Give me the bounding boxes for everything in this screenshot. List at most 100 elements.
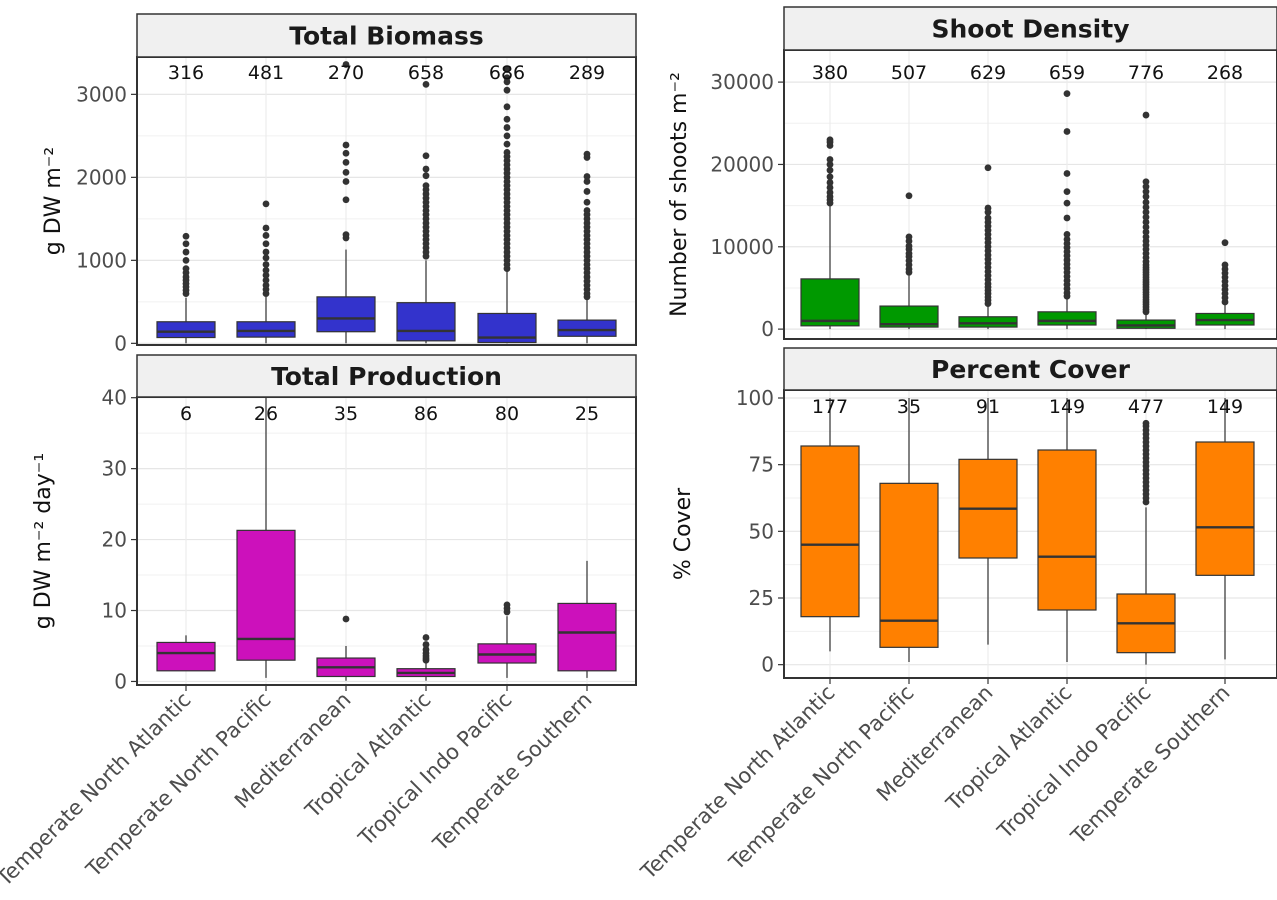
total-biomass-outlier-point [503, 124, 511, 131]
total-production-count-label: 25 [575, 403, 599, 425]
shoot-density-box-body [1037, 311, 1097, 326]
total-production-count-label: 35 [334, 403, 358, 425]
total-production-y-tick-label: 10 [102, 599, 127, 623]
percent-cover-box-3 [958, 398, 1018, 645]
total-biomass-outlier-point [503, 86, 511, 94]
total-biomass-outlier-point [503, 140, 511, 148]
total-production-outlier-point [422, 641, 430, 648]
percent-cover-box-6 [1195, 398, 1255, 660]
total-production-y-axis-title: g DW m⁻² day⁻¹ [31, 453, 56, 629]
total-production-count-label: 80 [495, 403, 519, 425]
shoot-density-outlier-point [826, 156, 834, 163]
total-biomass-outlier-point [583, 173, 591, 180]
shoot-density-strip [783, 6, 1277, 51]
shoot-density-outlier-point [826, 136, 834, 144]
shoot-density-strip-title: Shoot Density [931, 15, 1129, 44]
shoot-density-outlier-point [1142, 223, 1150, 231]
total-biomass-count-label: 316 [168, 62, 204, 84]
shoot-density-box-3 [958, 164, 1018, 330]
percent-cover-y-tick-label: 25 [749, 586, 774, 610]
total-biomass-outlier-point [342, 231, 350, 239]
total-biomass-count-label: 686 [489, 62, 525, 84]
total-biomass-box-3 [316, 61, 376, 344]
total-biomass-outlier-point [262, 254, 270, 262]
shoot-density-box-5 [1116, 111, 1176, 330]
right-category-label: Tropical Indo Pacific [992, 681, 1155, 844]
total-biomass-outlier-point [262, 261, 270, 268]
shoot-density-box-body [1116, 319, 1176, 329]
total-biomass-outlier-point [262, 200, 270, 208]
shoot-density-outlier-point [984, 214, 992, 222]
total-biomass-y-tick-label: 1000 [76, 248, 127, 272]
shoot-density-outlier-point [1063, 170, 1071, 177]
total-biomass-outlier-point [182, 248, 190, 256]
total-biomass-outlier-point [262, 224, 270, 232]
total-production-y-tick-label: 40 [102, 386, 127, 410]
shoot-density-outlier-point [1142, 233, 1150, 241]
total-biomass-outlier-point [342, 196, 350, 204]
total-biomass-outlier-point [262, 232, 270, 239]
shoot-density-outlier-point [1142, 178, 1150, 186]
total-production-count-label: 6 [180, 403, 192, 425]
left-category-label: Tropical Indo Pacific [353, 688, 516, 851]
percent-cover-y-axis-title: % Cover [671, 487, 696, 580]
percent-cover-box-1 [800, 398, 860, 652]
total-biomass-y-axis-title: g DW m⁻² [41, 147, 66, 256]
total-biomass-outlier-point [503, 132, 511, 140]
shoot-density-box-6 [1195, 239, 1255, 330]
shoot-density-outlier-point [1142, 213, 1150, 221]
total-biomass-outlier-point [342, 141, 350, 149]
shoot-density-box-body [879, 305, 939, 328]
total-biomass-box-2 [236, 200, 296, 344]
panel-percent-cover: 177 35 91 149 477 149 Percent Cover 0 25 50 75 100%… [671, 347, 1277, 679]
percent-cover-count-label: 91 [976, 396, 1000, 418]
total-biomass-outlier-point [422, 152, 430, 160]
shoot-density-count-label: 776 [1128, 62, 1164, 84]
shoot-density-plot-background [784, 50, 1277, 339]
shoot-density-box-body [958, 316, 1018, 328]
percent-cover-strip-title: Percent Cover [931, 355, 1131, 384]
total-production-outlier-point [342, 615, 350, 623]
shoot-density-outlier-point [1142, 208, 1150, 216]
total-biomass-outlier-point [262, 276, 270, 284]
shoot-density-outlier-point [1142, 228, 1150, 236]
percent-cover-count-label: 477 [1128, 396, 1164, 418]
percent-cover-count-label: 149 [1207, 396, 1243, 418]
shoot-density-outlier-point [1142, 203, 1150, 211]
shoot-density-outlier-point [1063, 199, 1071, 207]
shoot-density-y-tick-label: 10000 [710, 235, 774, 259]
total-production-box-body [236, 529, 296, 661]
total-biomass-y-tick-label: 0 [114, 331, 127, 355]
shoot-density-outlier-point [826, 161, 834, 168]
shoot-density-outlier-point [1142, 183, 1150, 191]
total-biomass-count-label: 658 [408, 62, 444, 84]
total-biomass-outlier-point [503, 115, 511, 123]
total-biomass-outlier-point [503, 103, 511, 111]
total-biomass-outlier-point [262, 266, 270, 274]
shoot-density-outlier-point [1063, 188, 1071, 196]
total-biomass-outlier-point [503, 66, 511, 73]
shoot-density-outlier-point [826, 184, 834, 191]
shoot-density-outlier-point [826, 166, 834, 174]
shoot-density-count-label: 659 [1049, 62, 1085, 84]
total-biomass-strip-title: Total Biomass [289, 22, 483, 51]
percent-cover-y-axis: 0 25 50 75 100 [736, 386, 784, 677]
total-biomass-box-4 [396, 80, 456, 344]
shoot-density-outlier-point [1063, 128, 1071, 135]
percent-cover-box-body [879, 482, 939, 648]
percent-cover-plot-background [784, 390, 1277, 678]
shoot-density-outlier-point [1142, 218, 1150, 226]
total-biomass-y-axis: 0 1000 2000 3000 [76, 82, 137, 355]
shoot-density-y-tick-label: 30000 [710, 70, 774, 94]
total-biomass-count-label: 481 [248, 62, 284, 84]
total-biomass-outlier-point [583, 188, 591, 195]
total-biomass-outlier-point [182, 265, 190, 273]
total-biomass-outlier-point [583, 178, 591, 185]
total-biomass-box-body [236, 321, 296, 338]
total-biomass-outlier-point [182, 232, 190, 240]
shoot-density-count-label: 380 [812, 62, 848, 84]
shoot-density-box-body [800, 278, 860, 327]
